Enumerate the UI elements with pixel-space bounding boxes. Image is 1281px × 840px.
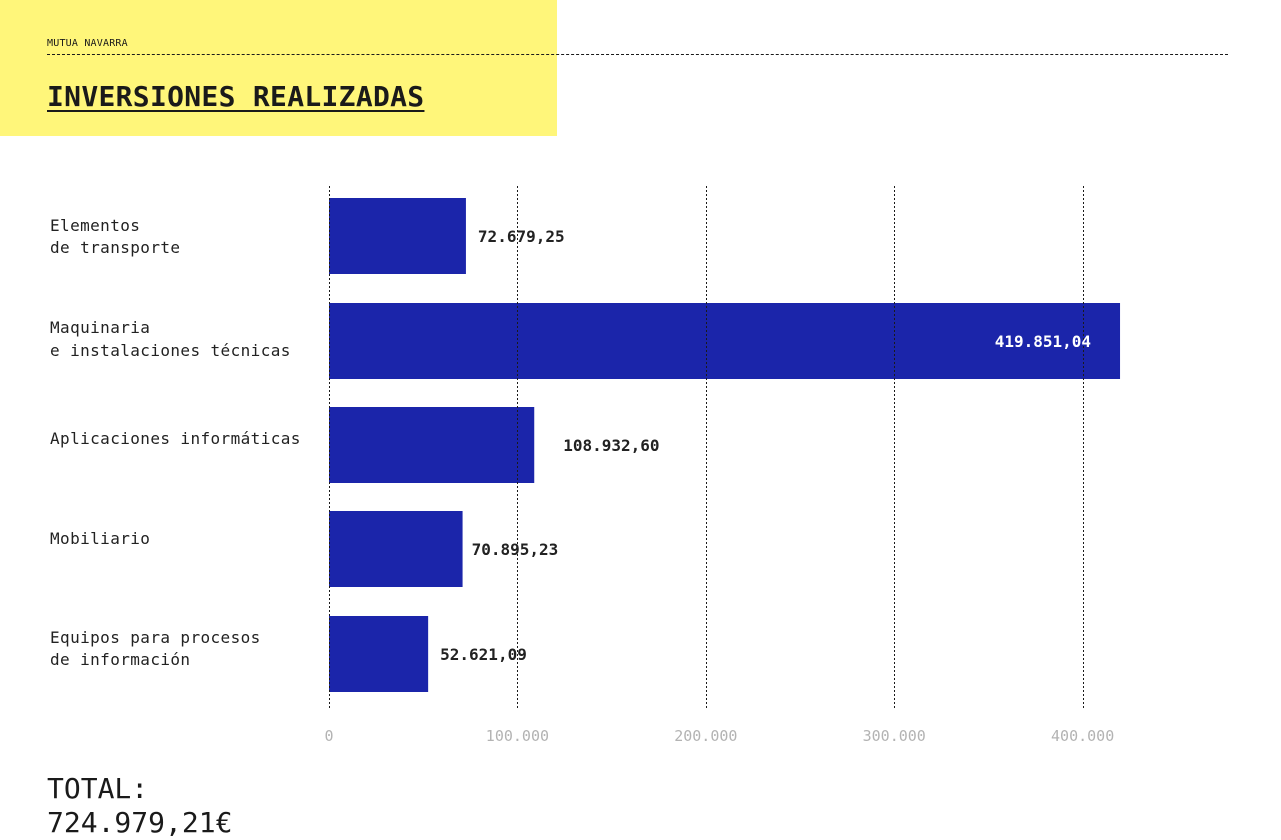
category-label-4: Equipos para procesos de información xyxy=(50,627,261,671)
category-label-0-line-2: de transporte xyxy=(50,238,181,257)
x-tick-label-0: 0 xyxy=(324,727,333,745)
category-label-2: Aplicaciones informáticas xyxy=(50,428,301,450)
bar-2 xyxy=(329,407,535,483)
data-label-3: 70.895,23 xyxy=(472,540,559,559)
category-label-3-line-1: Mobiliario xyxy=(50,529,151,548)
category-label-3: Mobiliario xyxy=(50,528,150,550)
bar-0 xyxy=(329,198,466,274)
category-label-1: Maquinaria e instalaciones técnicas xyxy=(50,316,291,362)
data-label-1: 419.851,04 xyxy=(995,332,1091,351)
total-value: 724.979,21€ xyxy=(47,806,233,839)
x-tick-label-4: 400.000 xyxy=(1051,727,1114,745)
x-tick-label-1: 100.000 xyxy=(486,727,549,745)
total-block: TOTAL: 724.979,21€ xyxy=(47,772,232,840)
category-label-1-line-2: e instalaciones técnicas xyxy=(50,341,291,360)
brand-label: MUTUA NAVARRA xyxy=(47,38,128,49)
header-block xyxy=(0,0,557,136)
header-divider xyxy=(47,54,1228,55)
x-tick-label-3: 300.000 xyxy=(863,727,926,745)
page-title: INVERSIONES REALIZADAS xyxy=(47,80,425,113)
category-label-1-line-1: Maquinaria xyxy=(50,318,151,337)
total-label: TOTAL: xyxy=(47,772,149,805)
category-label-0-line-1: Elementos xyxy=(50,216,141,235)
data-label-2: 108.932,60 xyxy=(563,436,659,455)
category-label-2-line-1: Aplicaciones informáticas xyxy=(50,429,301,448)
category-label-4-line-1: Equipos para procesos xyxy=(50,628,261,647)
bar-4 xyxy=(329,616,429,692)
bar-3 xyxy=(329,511,463,587)
data-label-4: 52.621,09 xyxy=(440,645,527,664)
bar-1 xyxy=(329,303,1121,379)
category-label-4-line-2: de información xyxy=(50,650,191,669)
data-label-0: 72.679,25 xyxy=(478,227,565,246)
x-tick-label-2: 200.000 xyxy=(674,727,737,745)
category-label-0: Elementos de transporte xyxy=(50,215,180,259)
